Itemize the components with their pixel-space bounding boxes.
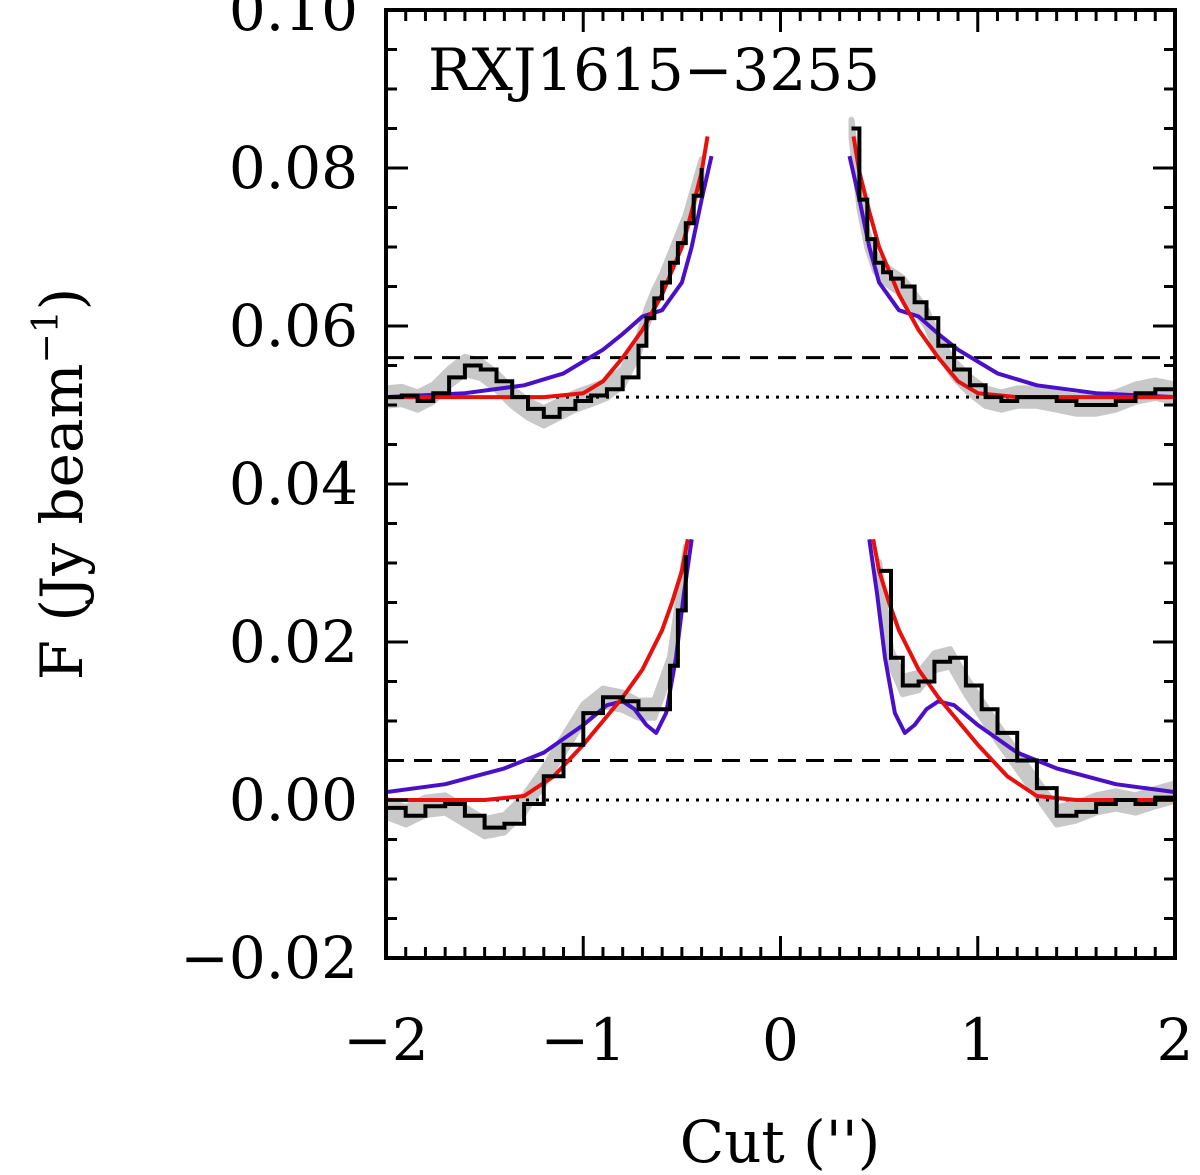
error-band (386, 543, 689, 840)
reference-lines (386, 356, 1175, 802)
x-tick-label: −1 (541, 1006, 627, 1074)
y-axis-title-exponent: −1 (26, 310, 67, 363)
x-tick-label: 2 (1157, 1006, 1194, 1074)
red-model-line (386, 538, 690, 802)
red-model-curves (386, 136, 1175, 802)
y-axis-title: F (Jy beam−1) (26, 288, 96, 681)
y-axis-title-close: ) (28, 288, 96, 311)
y-tick-labels: −0.02 0.00 0.02 0.04 0.06 0.08 0.10 (180, 0, 358, 992)
y-tick-label: −0.02 (180, 924, 358, 992)
y-tick-label: 0.04 (229, 450, 358, 518)
x-tick-label: −2 (343, 1006, 429, 1074)
x-axis-title: Cut ('') (680, 1108, 881, 1175)
panel-title: RXJ1615−3255 (428, 36, 880, 104)
plot-area (386, 116, 1175, 840)
x-tick-labels: −2 −1 0 1 2 (343, 1006, 1193, 1074)
data-step-line (851, 126, 1175, 407)
x-tick-label: 0 (762, 1006, 799, 1074)
red-model-line (386, 136, 710, 400)
y-tick-label: 0.02 (229, 608, 358, 676)
y-tick-label: 0.10 (229, 0, 358, 44)
y-axis-title-main: F (Jy beam (28, 363, 96, 680)
data-step-profiles (386, 126, 1175, 830)
y-tick-label: 0.00 (229, 766, 358, 834)
axes-frame (384, 8, 1177, 960)
data-step-line (879, 568, 1175, 818)
y-tick-label: 0.06 (229, 292, 358, 360)
y-tick-label: 0.08 (229, 134, 358, 202)
x-tick-label: 1 (959, 1006, 996, 1074)
data-step-line (386, 555, 688, 830)
blue-model-curves (386, 155, 1175, 795)
data-step-line (386, 168, 704, 419)
error-band (386, 156, 705, 429)
error-band (848, 116, 1175, 417)
blue-model-line (386, 155, 714, 400)
error-bands (386, 116, 1175, 840)
blue-model-line (867, 539, 1175, 795)
red-model-line (871, 538, 1175, 802)
